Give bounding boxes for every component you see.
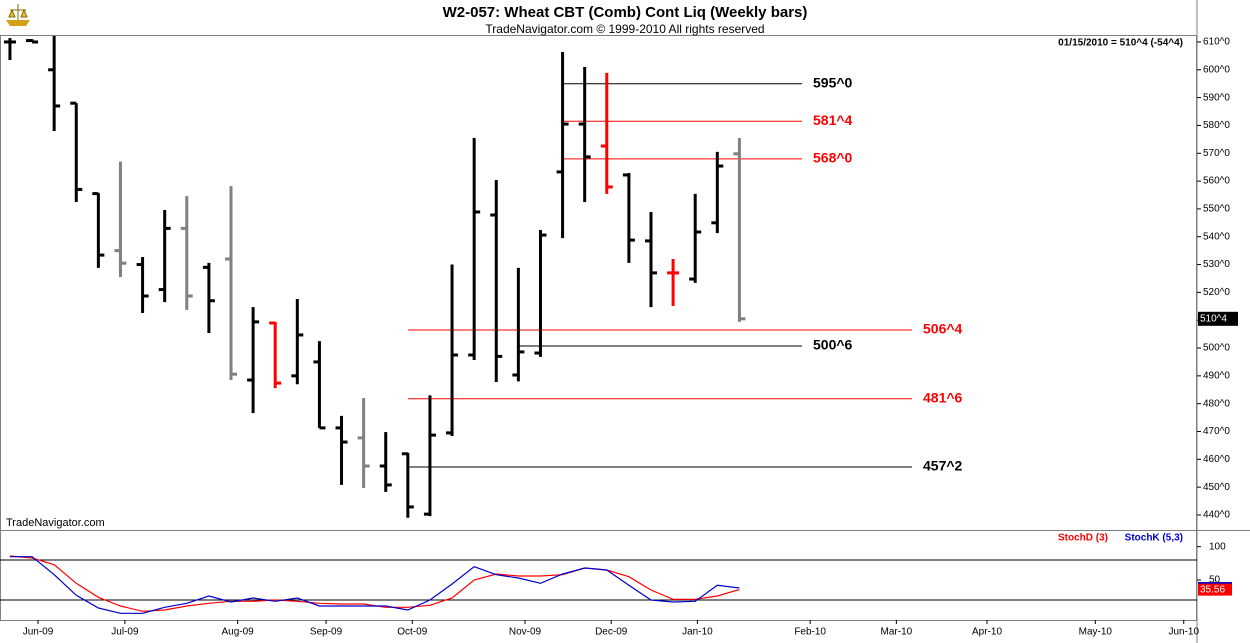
y-tick-label: 490^0	[1203, 370, 1230, 381]
chart-title: W2-057: Wheat CBT (Comb) Cont Liq (Weekl…	[443, 4, 808, 21]
y-tick-label: 470^0	[1203, 426, 1230, 437]
logo-scale	[8, 4, 28, 20]
y-tick-label: 580^0	[1203, 120, 1230, 131]
legend-entry: StochD (3)	[1058, 533, 1108, 544]
chart-subtitle: TradeNavigator.com © 1999-2010 All right…	[485, 22, 764, 36]
y-tick-label: 530^0	[1203, 259, 1230, 270]
legend-entry: StochK (5,3)	[1125, 533, 1183, 544]
x-tick-label: Jun-09	[23, 627, 54, 638]
header-note: 01/15/2010 = 510^4 (-54^4)	[1058, 38, 1183, 49]
y-tick-label: 550^0	[1203, 204, 1230, 215]
level-label: 581^4	[813, 112, 853, 128]
last-price-box	[1198, 311, 1238, 326]
y-tick-label: 540^0	[1203, 231, 1230, 242]
y-tick-label: 480^0	[1203, 398, 1230, 409]
watermark: TradeNavigator.com	[6, 517, 105, 529]
logo	[6, 4, 30, 26]
x-tick-label: Dec-09	[595, 627, 628, 638]
stoch-lines	[9, 555, 740, 614]
last-value-box	[1198, 583, 1232, 596]
y-tick-label: 520^0	[1203, 287, 1230, 298]
y-tick-label: 610^0	[1203, 37, 1230, 48]
level-label: 481^6	[923, 390, 963, 406]
y-tick-label: 450^0	[1203, 482, 1230, 493]
y-tick-label: 440^0	[1203, 510, 1230, 521]
level-label: 506^4	[923, 321, 963, 337]
x-tick-label: Jul-09	[111, 627, 139, 638]
y-tick-label: 500^0	[1203, 343, 1230, 354]
x-tick-label: Nov-09	[509, 627, 542, 638]
level-label: 500^6	[813, 337, 853, 353]
stoch-line	[9, 556, 740, 614]
last-value-label: 35.56	[1200, 584, 1225, 595]
x-tick-label: Sep-09	[310, 627, 343, 638]
x-tick-label: May-10	[1079, 627, 1113, 638]
x-tick-label: Feb-10	[794, 627, 826, 638]
level-label: 568^0	[813, 150, 853, 166]
y-tick-label: 560^0	[1203, 176, 1230, 187]
y-tick-label: 100	[1209, 541, 1226, 552]
last-price-label: 510^4	[1200, 313, 1227, 324]
level-label: 457^2	[923, 458, 963, 474]
level-label: 595^0	[813, 74, 853, 90]
y-tick-label: 590^0	[1203, 92, 1230, 103]
logo-base	[6, 20, 30, 26]
y-tick-label: 50	[1209, 575, 1221, 586]
x-tick-label: Jan-10	[682, 627, 713, 638]
x-tick-label: Jun-10	[1168, 627, 1199, 638]
x-tick-label: Oct-09	[397, 627, 427, 638]
x-tick-label: Mar-10	[881, 627, 913, 638]
y-tick-label: 600^0	[1203, 64, 1230, 75]
x-tick-label: Aug-09	[222, 627, 255, 638]
x-tick-label: Apr-10	[972, 627, 1002, 638]
y-tick-label: 460^0	[1203, 454, 1230, 465]
y-tick-label: 570^0	[1203, 148, 1230, 159]
price-bars	[3, 36, 912, 518]
